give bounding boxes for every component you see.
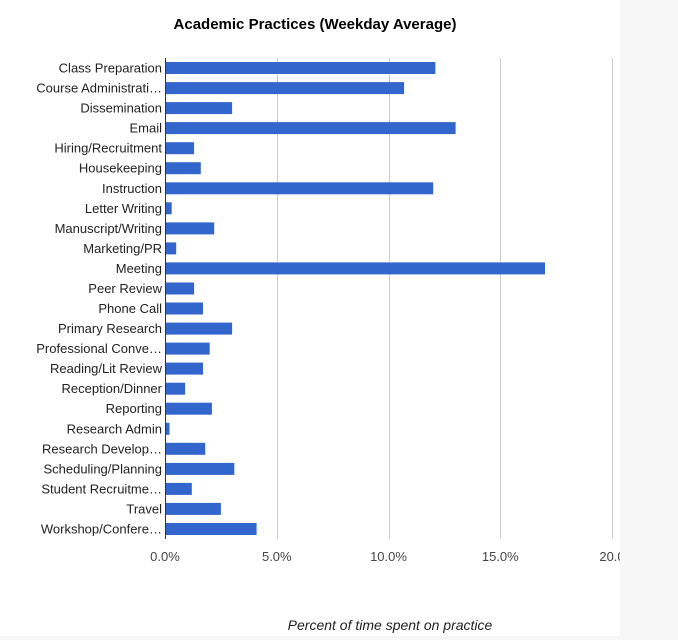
category-label: Email [129, 121, 162, 136]
bottom-margin-strip [0, 636, 678, 640]
bar [165, 122, 456, 135]
chart-title: Academic Practices (Weekday Average) [173, 16, 457, 33]
right-margin-strip [620, 0, 678, 640]
bar [165, 422, 170, 435]
category-label: Instruction [102, 181, 162, 196]
bar [165, 202, 172, 215]
bar [165, 142, 195, 155]
category-label: Course Administrati… [36, 81, 162, 96]
category-label: Travel [126, 501, 162, 516]
category-label: Reporting [106, 401, 162, 416]
bar [165, 382, 186, 395]
category-label: Reading/Lit Review [50, 361, 163, 376]
bar [165, 222, 215, 235]
category-label: Letter Writing [85, 201, 162, 216]
bar [165, 502, 221, 515]
category-label: Meeting [116, 261, 162, 276]
category-label: Research Develop… [42, 441, 162, 456]
x-tick-label: 0.0% [150, 549, 180, 564]
bar [165, 262, 545, 275]
bar [165, 182, 434, 195]
bar [165, 82, 405, 95]
category-label: Student Recruitme… [41, 481, 162, 496]
x-axis-label: Percent of time spent on practice [287, 617, 493, 633]
category-label: Professional Conve… [36, 341, 162, 356]
bar [165, 62, 436, 74]
category-label: Housekeeping [79, 161, 162, 176]
bar [165, 462, 235, 475]
bar [165, 162, 201, 175]
category-label: Reception/Dinner [62, 381, 163, 396]
category-label: Class Preparation [59, 61, 162, 76]
bar [165, 342, 210, 355]
bar [165, 102, 233, 115]
category-label: Phone Call [98, 301, 162, 316]
category-label: Research Admin [67, 421, 162, 436]
x-tick-label: 15.0% [482, 549, 519, 564]
category-label: Dissemination [80, 101, 162, 116]
x-tick-label: 20.0 [599, 549, 624, 564]
category-label: Hiring/Recruitment [54, 141, 162, 156]
category-label: Marketing/PR [83, 241, 162, 256]
bar [165, 302, 203, 315]
category-label: Primary Research [58, 321, 162, 336]
bar [165, 282, 195, 295]
x-tick-label: 5.0% [262, 549, 292, 564]
bar [165, 523, 257, 535]
bar [165, 442, 206, 455]
category-label: Scheduling/Planning [43, 461, 162, 476]
bar [165, 362, 203, 375]
bar [165, 482, 192, 495]
bar [165, 242, 177, 255]
category-label: Manuscript/Writing [55, 221, 162, 236]
bar [165, 402, 212, 415]
x-tick-label: 10.0% [370, 549, 407, 564]
category-label: Workshop/Confere… [41, 522, 162, 537]
category-label: Peer Review [88, 281, 162, 296]
bar [165, 322, 233, 335]
